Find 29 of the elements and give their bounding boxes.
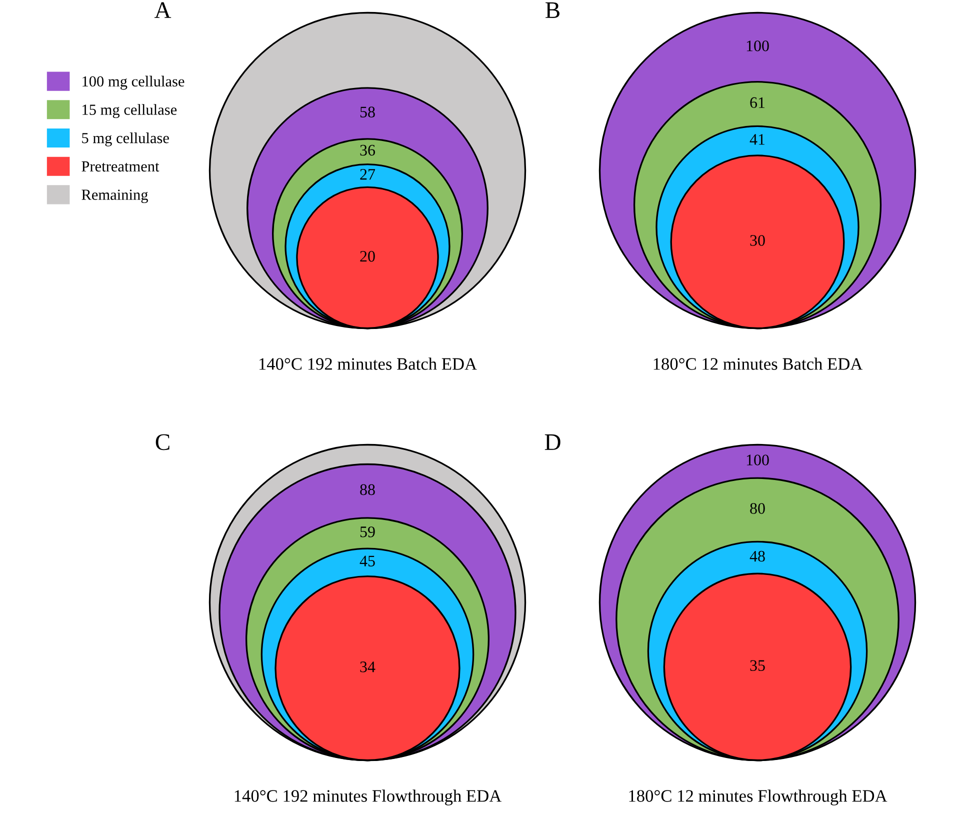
text: 180°C 12 minutes Flowthrough EDA [629, 790, 888, 806]
data-label: 34 [360, 662, 376, 672]
category-label: Remaining [82, 190, 148, 204]
data-label: 20 [360, 250, 375, 262]
category-label: 5 mg cellulase [82, 132, 169, 146]
data-label: 80 [750, 503, 765, 514]
text: 140°C 192 minutes Batch EDA [259, 358, 477, 370]
text: 140°C 192 minutes Flowthrough EDA [234, 790, 502, 806]
text: 180°C 12 minutes Batch EDA [654, 358, 863, 370]
data-label: 45 [360, 556, 375, 566]
category-label: 15 mg cellulase [82, 104, 177, 118]
data-label: 59 [360, 526, 375, 538]
data-label: 61 [750, 97, 765, 108]
data-label: 100 [746, 40, 769, 52]
text: D [544, 434, 560, 450]
data-label: 30 [750, 235, 765, 246]
data-label: 48 [750, 550, 765, 562]
category-label: Pretreatment [82, 161, 160, 172]
data-label: 27 [360, 169, 376, 180]
data-label: 41 [750, 134, 765, 145]
data-label: 58 [360, 106, 375, 118]
data-label: 88 [360, 484, 375, 496]
data-label: 35 [750, 660, 765, 671]
text: A [154, 2, 172, 18]
data-label: 100 [746, 454, 769, 466]
text: B [546, 2, 560, 18]
data-label: 36 [360, 144, 376, 156]
text: C [156, 434, 170, 450]
category-label: 100 mg cellulase [82, 76, 184, 90]
